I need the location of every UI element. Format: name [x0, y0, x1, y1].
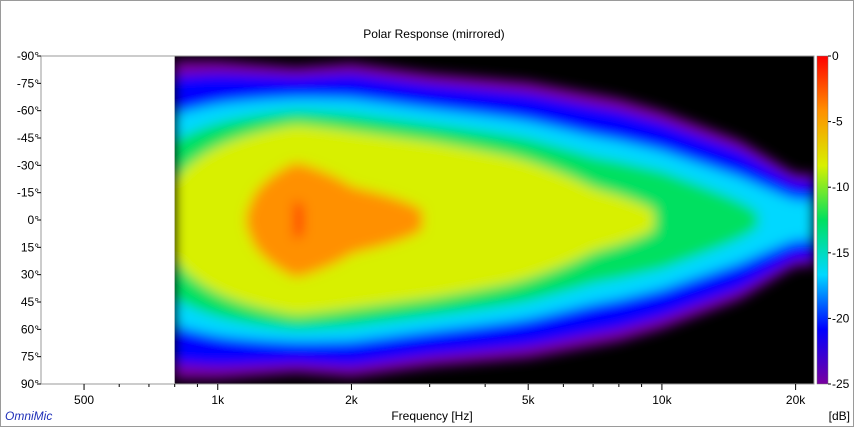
- y-tick-label: -15°: [17, 186, 39, 200]
- colorbar-tick-label: -10: [832, 180, 850, 194]
- y-tick-label: -90°: [17, 49, 39, 63]
- x-tick-label: 5k: [522, 393, 536, 407]
- y-axis: -90° -75° -60° -45° -30° -15° 0° 15° 30° 45° 60° 75…: [17, 49, 41, 391]
- colorbar-tick-label: -25: [832, 377, 850, 391]
- y-tick-label: -75°: [17, 76, 39, 90]
- chart-title: Polar Response (mirrored): [363, 27, 504, 41]
- y-tick-label: 30°: [21, 268, 39, 282]
- x-axis: 500 1k 2k 5k 10k 20k: [74, 384, 806, 407]
- colorbar-tick-label: -20: [832, 311, 850, 325]
- colorbar-ticks: 0 -5 -10 -15 -20 -25: [828, 49, 850, 391]
- x-tick-label: 20k: [786, 393, 806, 407]
- colorbar-tick-label: 0: [832, 49, 839, 63]
- colorbar-gradient: [816, 55, 829, 385]
- plot-area: [40, 55, 815, 385]
- x-tick-label: 2k: [345, 393, 359, 407]
- x-tick-label: 500: [74, 393, 94, 407]
- y-tick-label: 75°: [21, 350, 39, 364]
- y-tick-label: 60°: [21, 322, 39, 336]
- colorbar-tick-label: -5: [832, 115, 843, 129]
- y-tick-label: 90°: [21, 377, 39, 391]
- omnimic-brand-label: OmniMic: [5, 409, 52, 423]
- y-tick-label: 0°: [28, 213, 40, 227]
- y-tick-label: 15°: [21, 240, 39, 254]
- heatmap-contour-band: [246, 162, 423, 278]
- x-tick-label: 1k: [211, 393, 225, 407]
- x-tick-label: 10k: [652, 393, 672, 407]
- heatmap-contour-band: [294, 200, 303, 240]
- heatmap-surface: [174, 60, 814, 380]
- colorbar: 0 -5 -10 -15 -20 -25: [816, 49, 850, 391]
- colorbar-unit-label: [dB]: [829, 409, 850, 423]
- colorbar-tick-label: -15: [832, 246, 850, 260]
- y-tick-label: -30°: [17, 158, 39, 172]
- x-axis-label: Frequency [Hz]: [391, 409, 472, 423]
- y-tick-label: -60°: [17, 104, 39, 118]
- y-tick-label: 45°: [21, 295, 39, 309]
- y-tick-label: -45°: [17, 131, 39, 145]
